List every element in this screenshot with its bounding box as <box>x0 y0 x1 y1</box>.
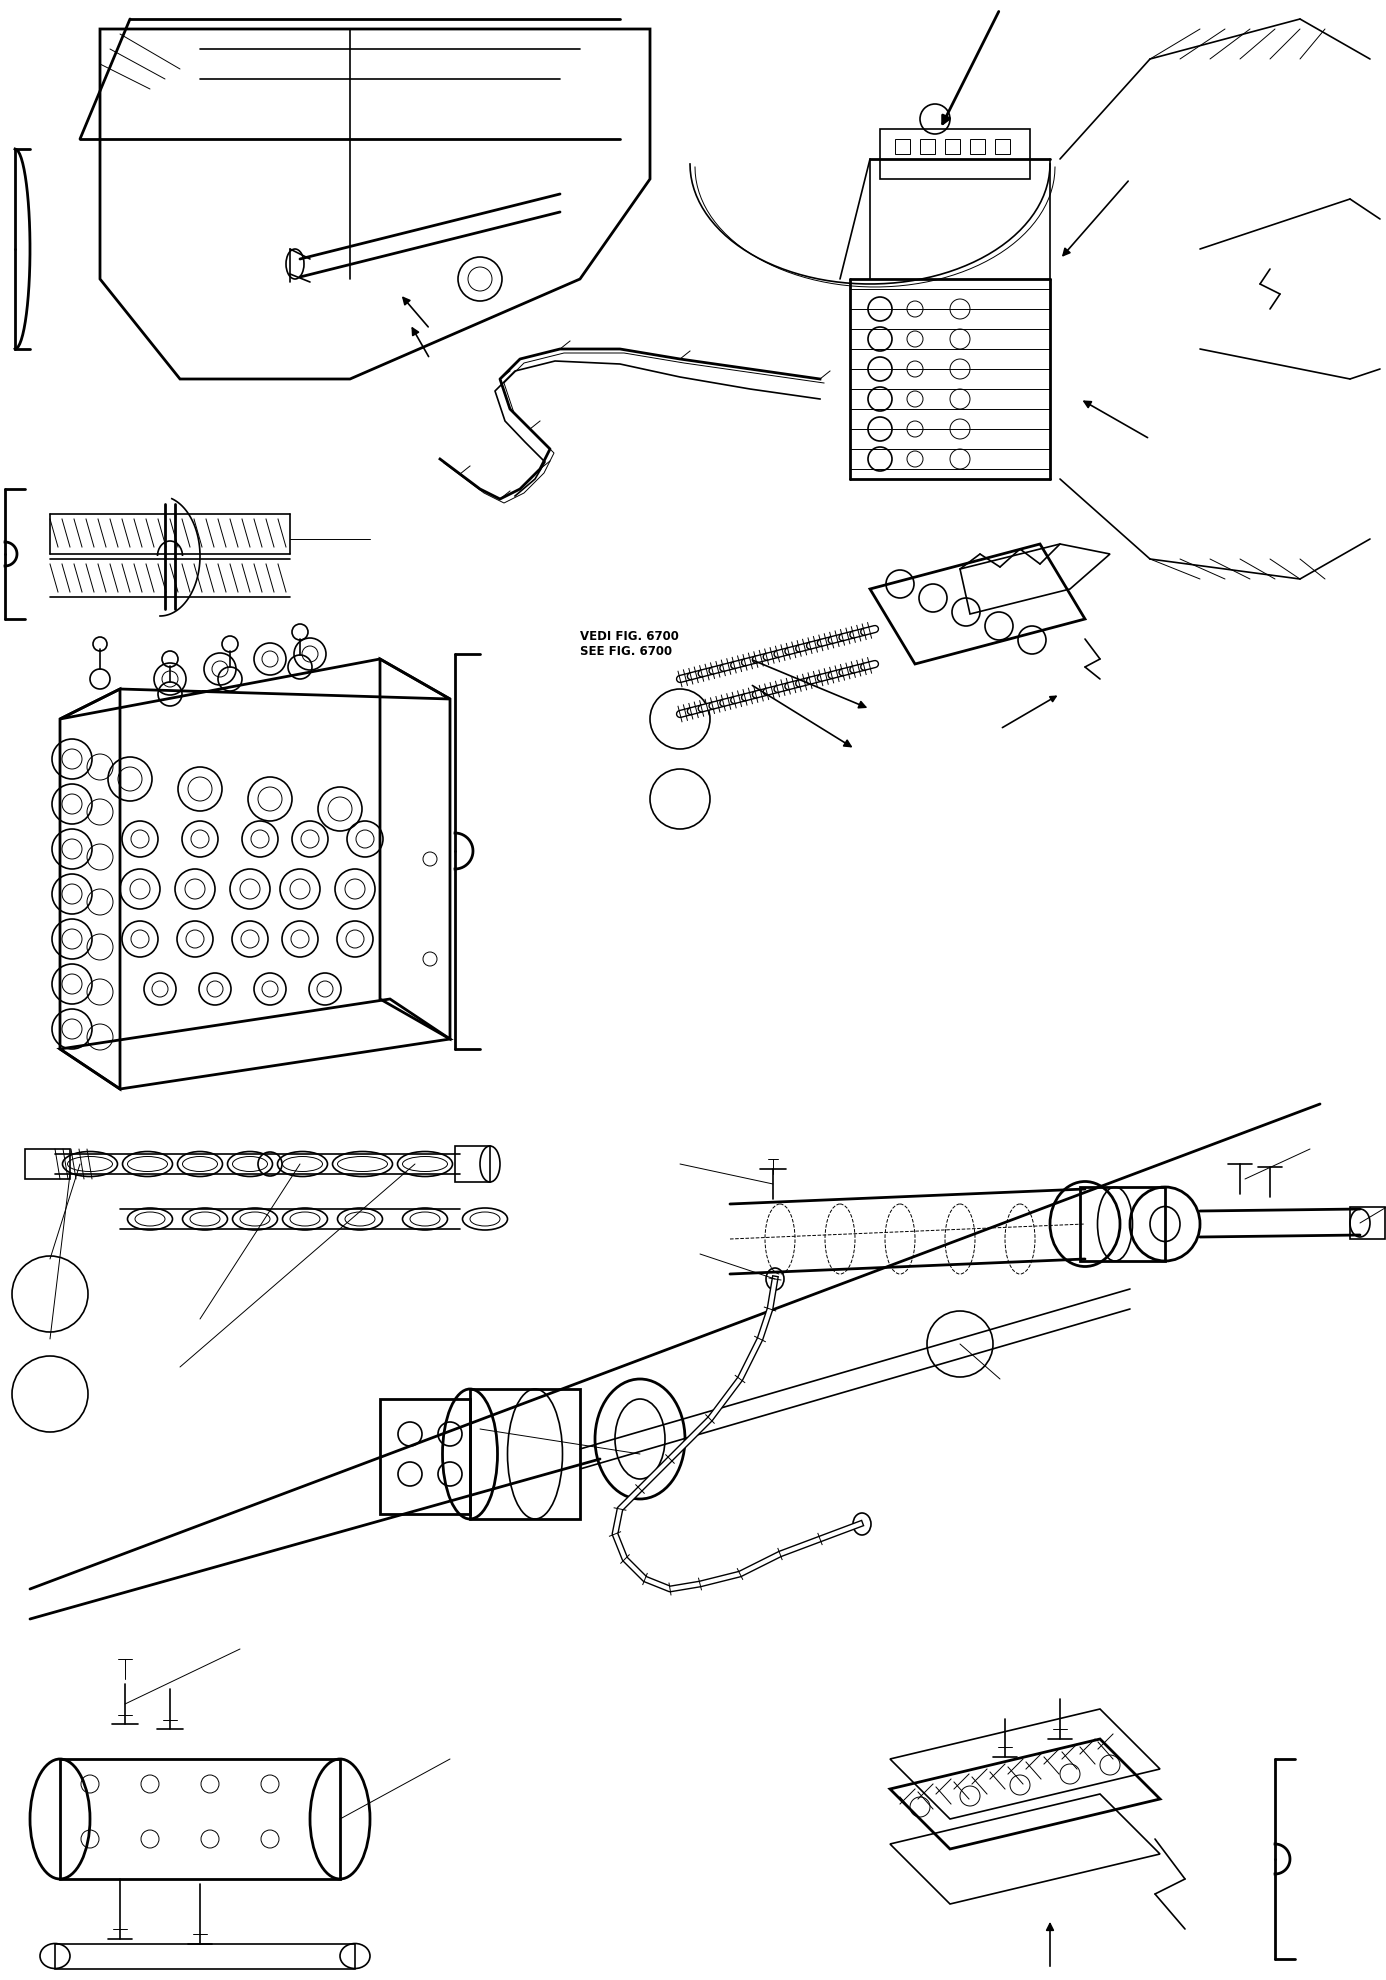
Bar <box>1350 1208 1385 1239</box>
Bar <box>60 1758 340 1879</box>
Bar <box>470 1390 579 1519</box>
Bar <box>895 141 911 154</box>
Bar <box>970 141 985 154</box>
Bar <box>920 141 936 154</box>
Bar <box>880 131 1030 180</box>
Bar <box>995 141 1010 154</box>
Bar <box>1080 1188 1166 1261</box>
Bar <box>945 141 960 154</box>
Bar <box>25 1150 71 1180</box>
Bar <box>55 1944 355 1968</box>
Text: VEDI FIG. 6700
SEE FIG. 6700: VEDI FIG. 6700 SEE FIG. 6700 <box>579 630 679 657</box>
Bar <box>380 1400 470 1515</box>
Bar <box>455 1146 491 1182</box>
